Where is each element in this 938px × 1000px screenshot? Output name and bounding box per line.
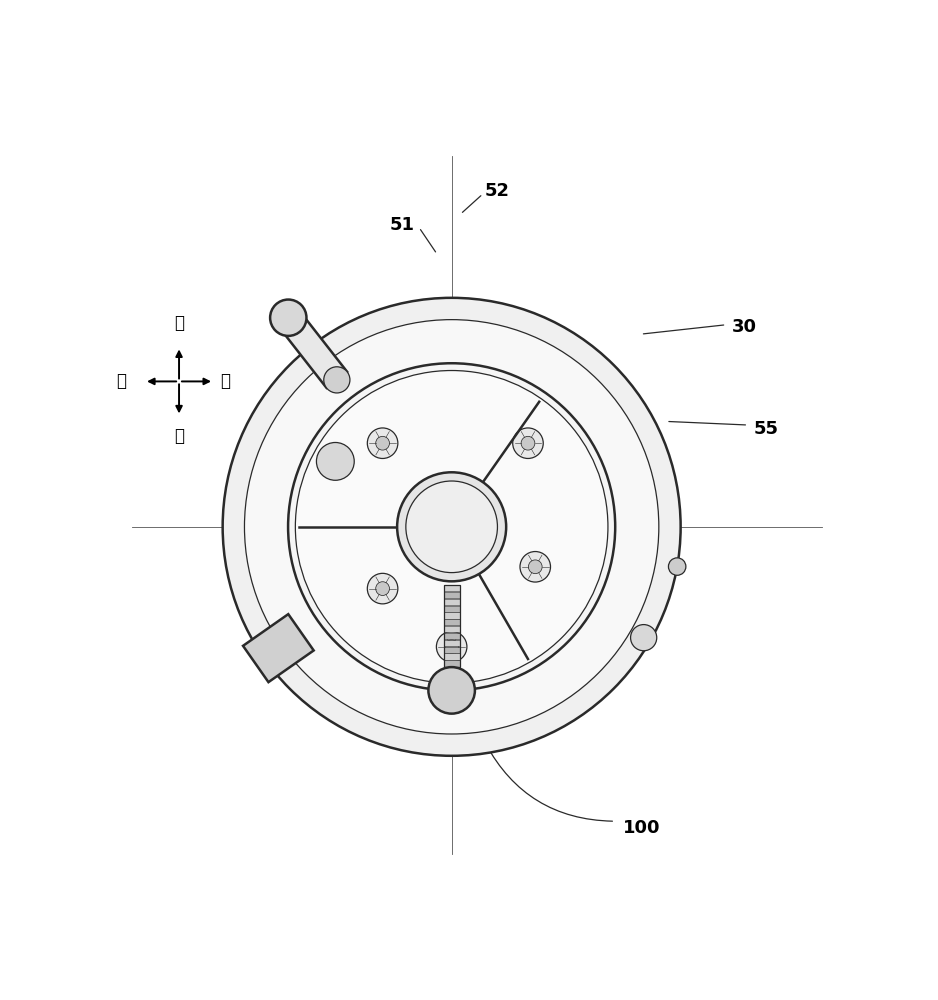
Text: 51: 51: [390, 216, 415, 234]
Bar: [444, 612, 460, 619]
Circle shape: [376, 436, 389, 450]
Circle shape: [397, 472, 507, 581]
Polygon shape: [278, 310, 347, 388]
Circle shape: [368, 428, 398, 458]
Circle shape: [436, 631, 467, 662]
Circle shape: [406, 481, 497, 573]
Text: 上: 上: [174, 314, 184, 332]
Circle shape: [528, 560, 542, 574]
Ellipse shape: [306, 585, 598, 658]
Text: 后: 后: [219, 372, 230, 390]
Circle shape: [522, 436, 535, 450]
Bar: [444, 633, 460, 639]
Circle shape: [520, 552, 551, 582]
FancyBboxPatch shape: [243, 614, 313, 682]
Bar: [444, 653, 460, 660]
FancyBboxPatch shape: [589, 599, 648, 647]
Text: 52: 52: [484, 182, 509, 200]
Circle shape: [222, 298, 681, 756]
Text: 30: 30: [732, 318, 757, 336]
Bar: [444, 640, 460, 646]
Circle shape: [270, 300, 307, 336]
Circle shape: [669, 558, 686, 575]
Bar: [444, 619, 460, 625]
Circle shape: [324, 367, 350, 393]
Circle shape: [295, 371, 608, 683]
Bar: [444, 585, 460, 667]
Circle shape: [245, 320, 658, 734]
Circle shape: [376, 582, 389, 595]
Text: 55: 55: [753, 420, 779, 438]
Text: 前: 前: [116, 372, 126, 390]
Bar: [444, 647, 460, 653]
Bar: [444, 592, 460, 598]
Bar: [444, 660, 460, 667]
Circle shape: [316, 442, 355, 480]
FancyBboxPatch shape: [231, 476, 293, 511]
Bar: [444, 599, 460, 605]
Circle shape: [288, 363, 615, 690]
FancyBboxPatch shape: [601, 455, 674, 499]
Bar: [444, 626, 460, 632]
Circle shape: [513, 428, 543, 458]
Circle shape: [429, 667, 475, 714]
FancyBboxPatch shape: [241, 572, 300, 613]
Text: 100: 100: [623, 819, 660, 837]
Bar: [444, 606, 460, 612]
Circle shape: [630, 625, 657, 651]
Bar: [444, 585, 460, 591]
Circle shape: [368, 573, 398, 604]
Text: 下: 下: [174, 427, 184, 445]
Circle shape: [445, 640, 459, 654]
